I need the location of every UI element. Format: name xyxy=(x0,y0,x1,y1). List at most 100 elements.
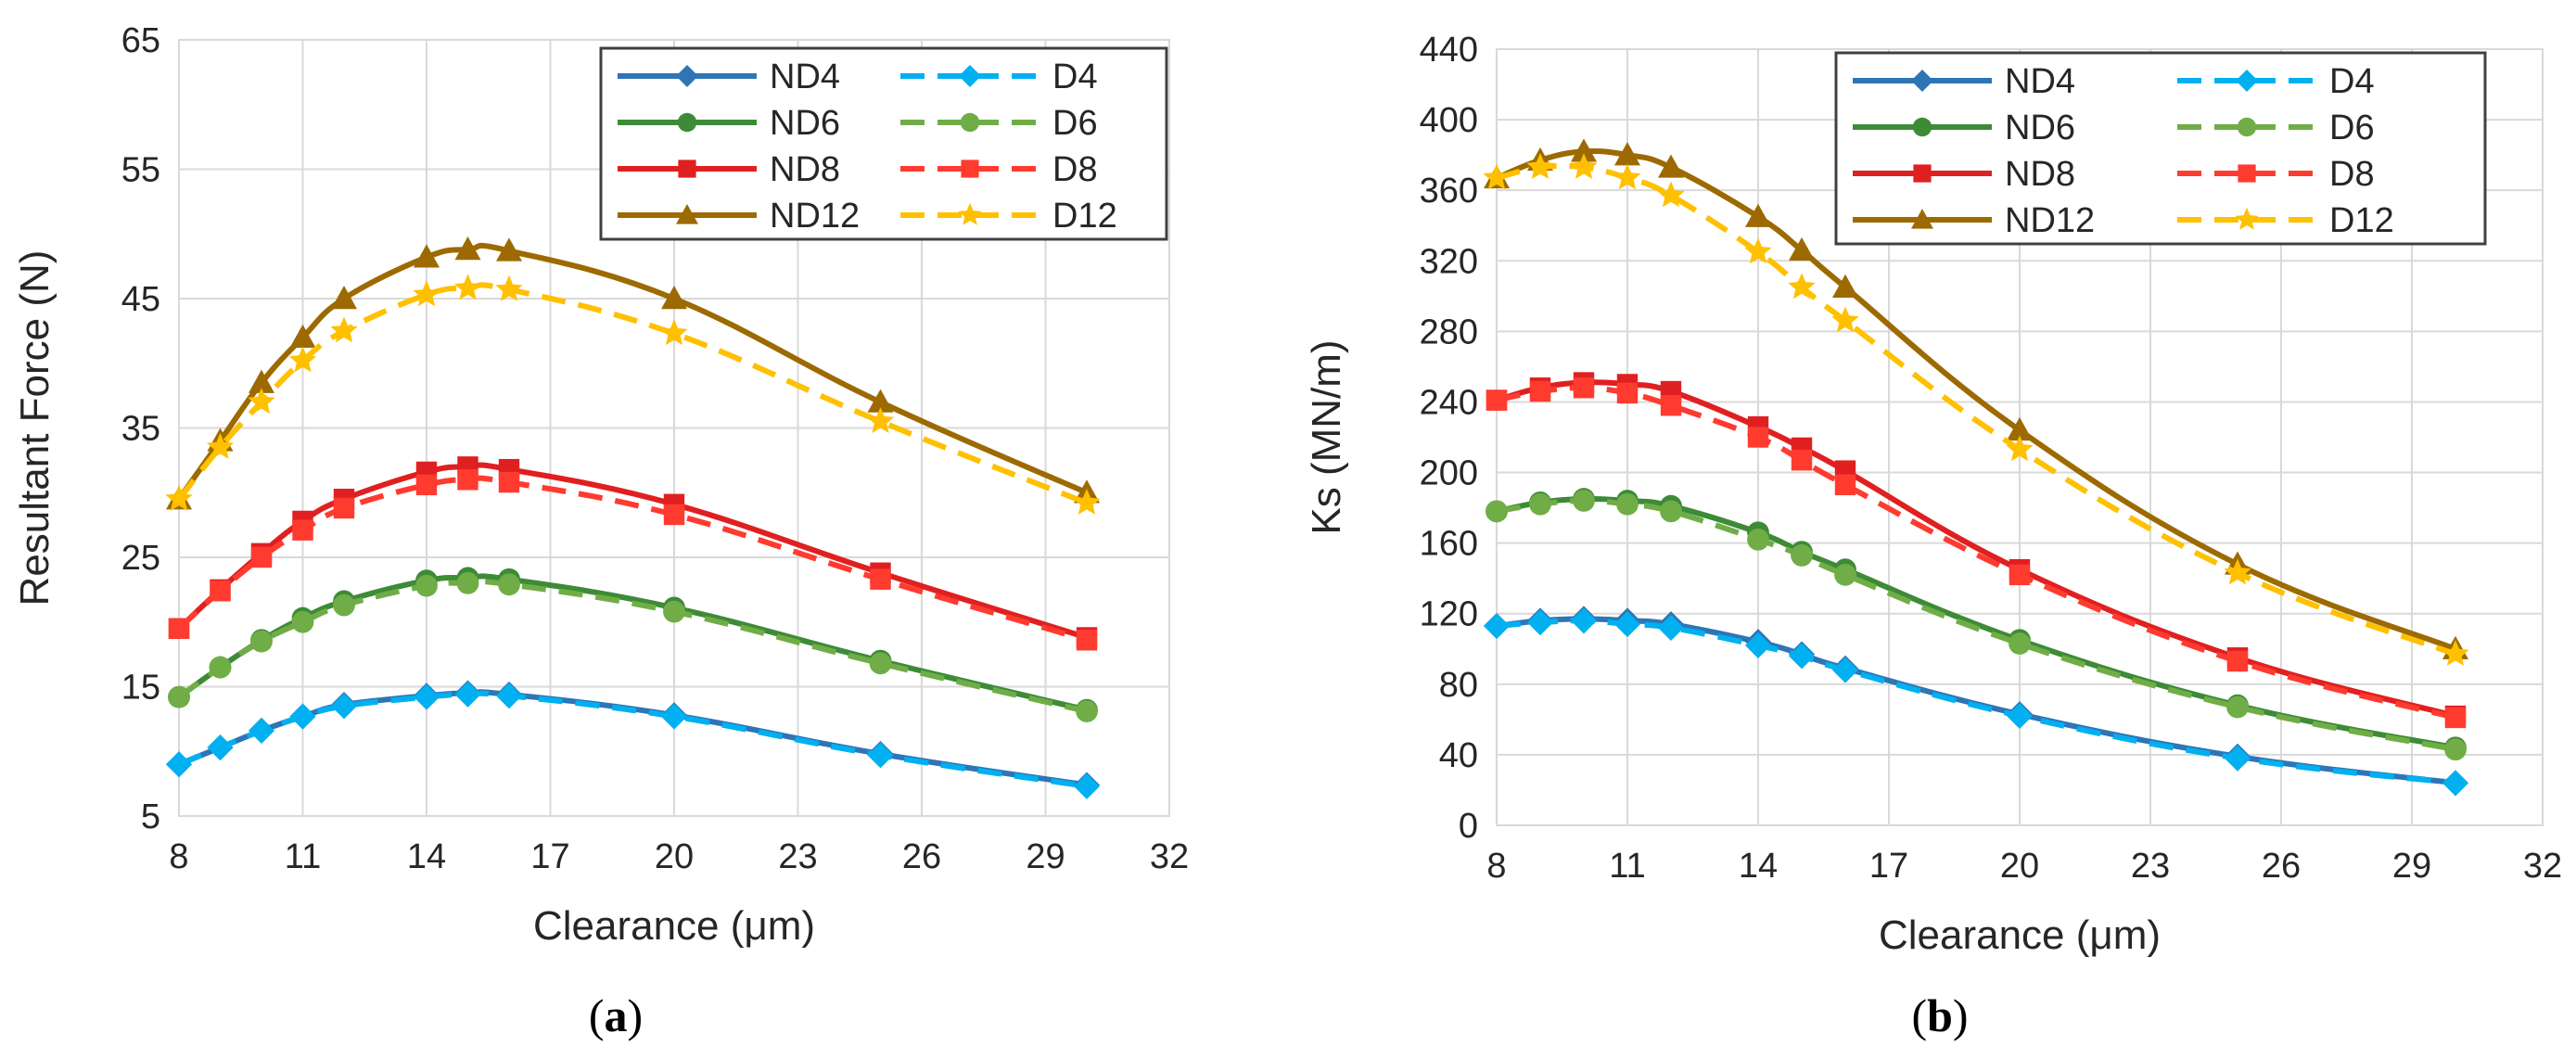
legend-label-nd6: ND6 xyxy=(770,104,840,143)
data-point-d12 xyxy=(495,274,523,301)
y-tick-label: 240 xyxy=(1420,383,1478,422)
data-point-nd12 xyxy=(1789,236,1815,262)
data-point-d6 xyxy=(333,593,355,617)
x-tick-label: 17 xyxy=(530,837,569,876)
data-point-d12 xyxy=(453,274,482,300)
data-point-d12 xyxy=(1788,273,1816,300)
data-point-d4 xyxy=(289,703,316,730)
y-axis-title: Ks (MN/m) xyxy=(1304,339,1349,534)
data-point-d6 xyxy=(1791,544,1813,567)
y-tick-label: 160 xyxy=(1420,525,1478,564)
y-tick-label: 400 xyxy=(1420,101,1478,140)
data-point-d4 xyxy=(1614,611,1640,638)
x-tick-label: 20 xyxy=(655,837,694,876)
data-point-d8 xyxy=(2226,650,2249,672)
y-tick-label: 200 xyxy=(1420,454,1478,493)
x-axis-title: Clearance (μm) xyxy=(1879,912,2161,958)
data-point-d12 xyxy=(2224,558,2251,585)
legend-label-nd6: ND6 xyxy=(2005,108,2075,147)
data-point-d12 xyxy=(1657,181,1685,208)
data-point-d12 xyxy=(1483,163,1511,190)
data-point-d6 xyxy=(291,610,314,633)
data-point-d6 xyxy=(209,656,232,679)
y-tick-label: 25 xyxy=(121,539,160,578)
data-point-d6 xyxy=(250,630,273,653)
data-point-d8 xyxy=(1486,389,1508,411)
data-point-nd12 xyxy=(661,286,687,310)
data-point-d4 xyxy=(1789,643,1815,670)
data-point-d12 xyxy=(1570,153,1598,179)
data-point-nd12 xyxy=(1658,154,1684,178)
y-tick-label: 0 xyxy=(1459,807,1478,846)
x-tick-label: 29 xyxy=(2392,847,2431,886)
data-point-d6 xyxy=(498,573,520,596)
data-point-nd12 xyxy=(249,369,274,393)
panel-label: (b) xyxy=(1911,989,1968,1041)
data-point-d4 xyxy=(661,703,687,730)
legend-marker-nd6 xyxy=(677,112,697,133)
legend-label-d4: D4 xyxy=(2329,62,2375,101)
data-point-nd12 xyxy=(496,237,522,262)
data-point-d12 xyxy=(2442,640,2469,666)
x-axis-title: Clearance (μm) xyxy=(533,903,815,949)
legend-label-nd4: ND4 xyxy=(770,57,840,96)
data-point-d8 xyxy=(1616,382,1639,404)
legend-marker-d4 xyxy=(959,65,981,87)
legend-label-nd12: ND12 xyxy=(2005,201,2095,240)
data-point-d4 xyxy=(1832,657,1858,683)
chart-panel-b: 8 11 14 17 20 23 26 29 3204080120160200240280320… xyxy=(1304,31,2562,1041)
x-tick-label: 20 xyxy=(2000,847,2039,886)
legend-label-nd4: ND4 xyxy=(2005,62,2075,101)
x-tick-label: 8 xyxy=(169,837,188,876)
legend-marker-d12 xyxy=(2235,207,2259,230)
data-point-d6 xyxy=(1616,492,1639,516)
data-point-d12 xyxy=(1073,489,1101,515)
chart-panel-a: 8 11 14 17 20 23 26 29 32 5 15 25 35 45 55 65 Clearance … xyxy=(12,21,1189,1041)
data-point-d4 xyxy=(1658,614,1684,641)
x-tick-label: 17 xyxy=(1869,847,1908,886)
legend-label-d8: D8 xyxy=(1052,150,1098,189)
panel-label: (a) xyxy=(589,989,643,1041)
legend-label-nd8: ND8 xyxy=(2005,155,2075,194)
series-line-d8 xyxy=(1496,385,2456,721)
data-point-d6 xyxy=(1573,490,1595,512)
y-tick-label: 320 xyxy=(1420,242,1478,281)
series-line-d8 xyxy=(176,475,1088,644)
data-point-d8 xyxy=(663,504,685,526)
y-tick-label: 280 xyxy=(1420,313,1478,351)
legend-label-d6: D6 xyxy=(1052,104,1098,143)
legend-marker-d6 xyxy=(2237,117,2257,137)
legend-marker-d6 xyxy=(960,112,980,133)
series-line-nd4 xyxy=(177,689,1088,788)
data-point-nd12 xyxy=(454,236,481,261)
data-point-d12 xyxy=(866,407,895,433)
data-point-d6 xyxy=(663,600,685,623)
data-point-nd12 xyxy=(2007,416,2033,441)
x-tick-label: 23 xyxy=(2131,847,2170,886)
data-point-d4 xyxy=(496,683,522,709)
legend-marker-nd4 xyxy=(676,65,698,87)
x-tick-label: 14 xyxy=(1739,847,1778,886)
series-line-nd8 xyxy=(1496,379,2456,719)
legend-marker-d8 xyxy=(2238,164,2256,183)
series-line-nd12 xyxy=(176,242,1089,501)
data-point-d12 xyxy=(248,388,275,415)
y-tick-label: 55 xyxy=(121,151,160,190)
legend-label-d12: D12 xyxy=(2329,201,2394,240)
data-point-d8 xyxy=(1660,395,1682,416)
data-point-d6 xyxy=(168,685,190,708)
y-axis-title: Resultant Force (N) xyxy=(12,250,57,606)
legend-label-d8: D8 xyxy=(2329,155,2375,194)
legend-marker-nd12 xyxy=(676,204,698,224)
y-tick-label: 440 xyxy=(1420,31,1478,70)
y-tick-label: 35 xyxy=(121,410,160,449)
data-point-d12 xyxy=(1831,306,1859,333)
data-point-d8 xyxy=(1834,474,1856,496)
data-point-nd12 xyxy=(867,389,894,413)
data-point-d8 xyxy=(1076,630,1098,651)
y-tick-label: 360 xyxy=(1420,172,1478,211)
x-tick-label: 26 xyxy=(902,837,941,876)
data-point-d6 xyxy=(1529,492,1551,516)
legend-marker-d4 xyxy=(2236,70,2258,92)
